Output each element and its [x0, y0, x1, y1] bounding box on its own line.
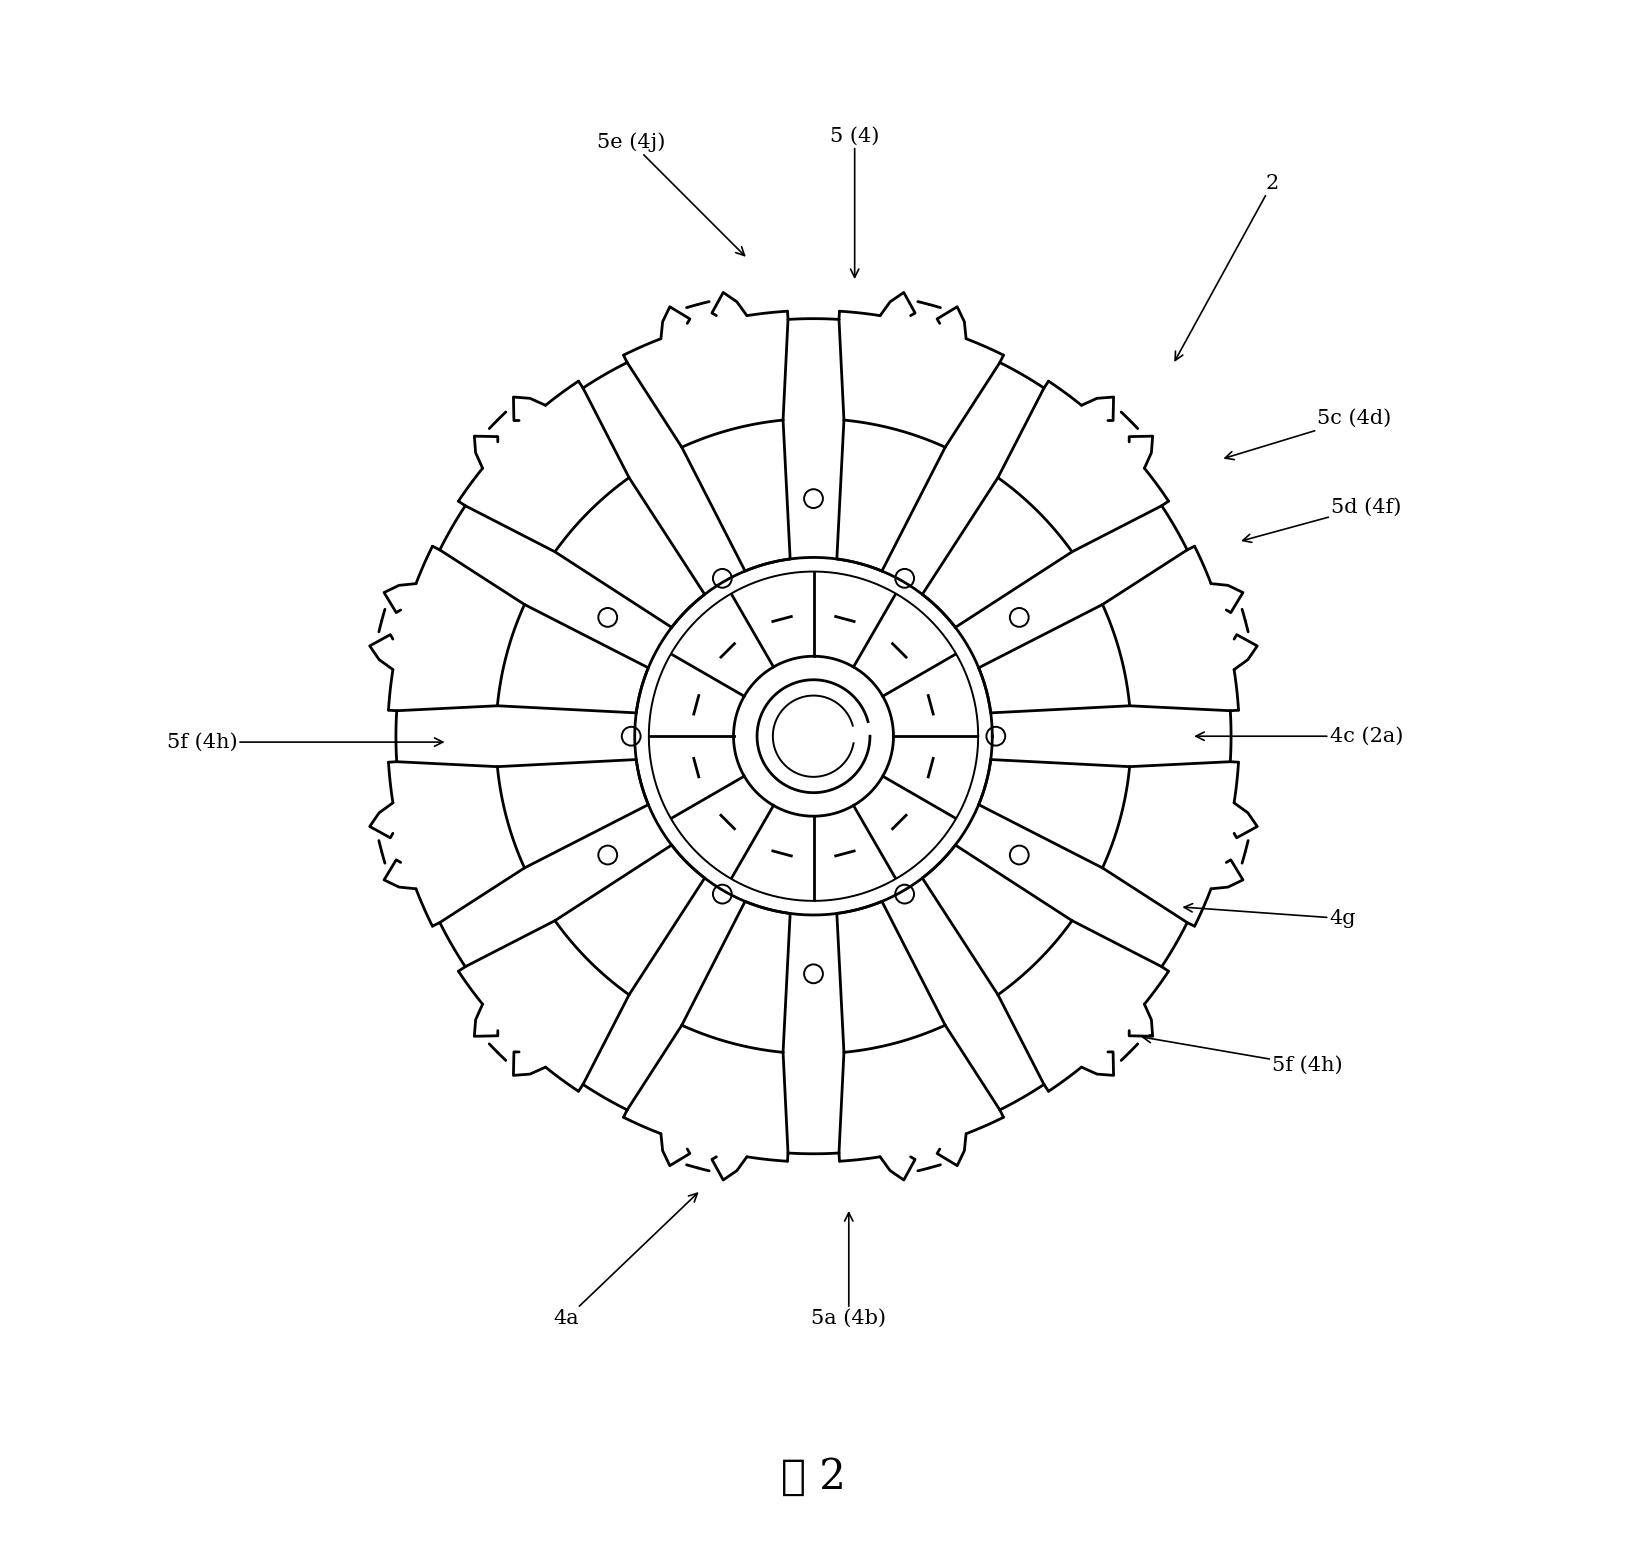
Text: 图 2: 图 2 [781, 1457, 846, 1498]
Text: 4g: 4g [1184, 904, 1355, 927]
Text: 5d (4f): 5d (4f) [1243, 497, 1401, 543]
Text: 4c (2a): 4c (2a) [1196, 727, 1402, 745]
Text: 5c (4d): 5c (4d) [1225, 409, 1391, 460]
Text: 4a: 4a [553, 1193, 698, 1329]
Text: 5e (4j): 5e (4j) [597, 133, 745, 256]
Text: 2: 2 [1175, 174, 1279, 361]
Text: 5a (4b): 5a (4b) [812, 1213, 887, 1329]
Text: 5 (4): 5 (4) [830, 127, 879, 278]
Text: 5f (4h): 5f (4h) [166, 733, 443, 751]
Text: 5f (4h): 5f (4h) [1142, 1034, 1342, 1075]
